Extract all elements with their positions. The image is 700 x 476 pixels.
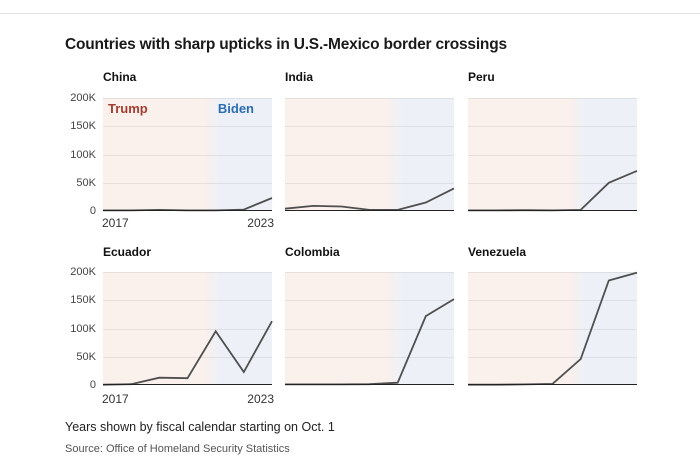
x-axis-baseline <box>103 209 272 211</box>
chart-title: Ecuador <box>103 245 152 259</box>
gridline <box>285 300 454 302</box>
gridline <box>103 154 272 156</box>
plot-area <box>285 272 455 386</box>
x-axis-label: 2017 <box>102 392 129 406</box>
trump-era-label: Trump <box>108 101 148 116</box>
y-axis-label: 100K <box>70 322 96 335</box>
x-axis-baseline <box>468 209 637 211</box>
y-axis-label: 100K <box>70 148 96 161</box>
gridline <box>285 356 454 358</box>
page-title: Countries with sharp upticks in U.S.-Mex… <box>65 36 507 53</box>
gridline <box>285 272 454 273</box>
gridline <box>468 300 637 302</box>
x-axis-label: 2023 <box>247 216 274 230</box>
y-axis-label: 200K <box>70 266 96 278</box>
gridline <box>103 328 272 330</box>
gridline <box>103 272 272 273</box>
gridline <box>285 182 454 184</box>
chart-title: Colombia <box>285 245 340 259</box>
gridline <box>103 98 272 99</box>
biden-era-label: Biden <box>217 101 254 116</box>
y-axis-label: 150K <box>70 294 96 307</box>
trend-line <box>285 298 455 386</box>
y-axis-label: 50K <box>76 176 96 189</box>
gridline <box>103 126 272 128</box>
gridline <box>468 126 637 128</box>
gridline <box>285 126 454 128</box>
chart-title: China <box>103 70 137 84</box>
top-divider <box>0 13 700 14</box>
gridline <box>285 328 454 330</box>
gridline <box>103 182 272 184</box>
source-line: Source: Office of Homeland Security Stat… <box>65 443 290 455</box>
y-axis-label: 200K <box>70 92 96 104</box>
gridline <box>468 272 637 273</box>
plot-area <box>468 98 638 212</box>
chart-title: Venezuela <box>468 245 527 259</box>
y-axis-label: 0 <box>89 205 96 217</box>
y-axis-label: 50K <box>76 350 96 363</box>
gridline <box>468 154 637 156</box>
gridline <box>285 98 454 99</box>
gridline <box>285 154 454 156</box>
chart-title: Peru <box>468 70 495 84</box>
fiscal-year-footnote: Years shown by fiscal calendar starting … <box>65 420 335 434</box>
gridline <box>103 300 272 302</box>
gridline <box>468 328 637 330</box>
x-axis-label: 2017 <box>102 216 129 230</box>
gridline <box>468 356 637 358</box>
gridline <box>468 182 637 184</box>
gridline <box>468 98 637 99</box>
x-axis-baseline <box>468 383 637 385</box>
trend-line <box>102 320 273 386</box>
gridline <box>103 356 272 358</box>
plot-area <box>468 271 638 386</box>
x-axis-baseline <box>285 383 454 385</box>
plot-area: Trump Biden <box>103 98 273 212</box>
plot-area <box>102 272 273 386</box>
trend-line <box>468 170 638 212</box>
x-axis-baseline <box>103 383 272 385</box>
trend-line <box>468 271 638 386</box>
y-axis-label: 0 <box>89 379 96 391</box>
plot-area <box>284 98 455 211</box>
chart-title: India <box>285 70 314 84</box>
y-axis-label: 150K <box>70 120 96 133</box>
x-axis-label: 2023 <box>247 392 274 406</box>
trend-line <box>284 187 455 211</box>
x-axis-baseline <box>285 209 454 211</box>
